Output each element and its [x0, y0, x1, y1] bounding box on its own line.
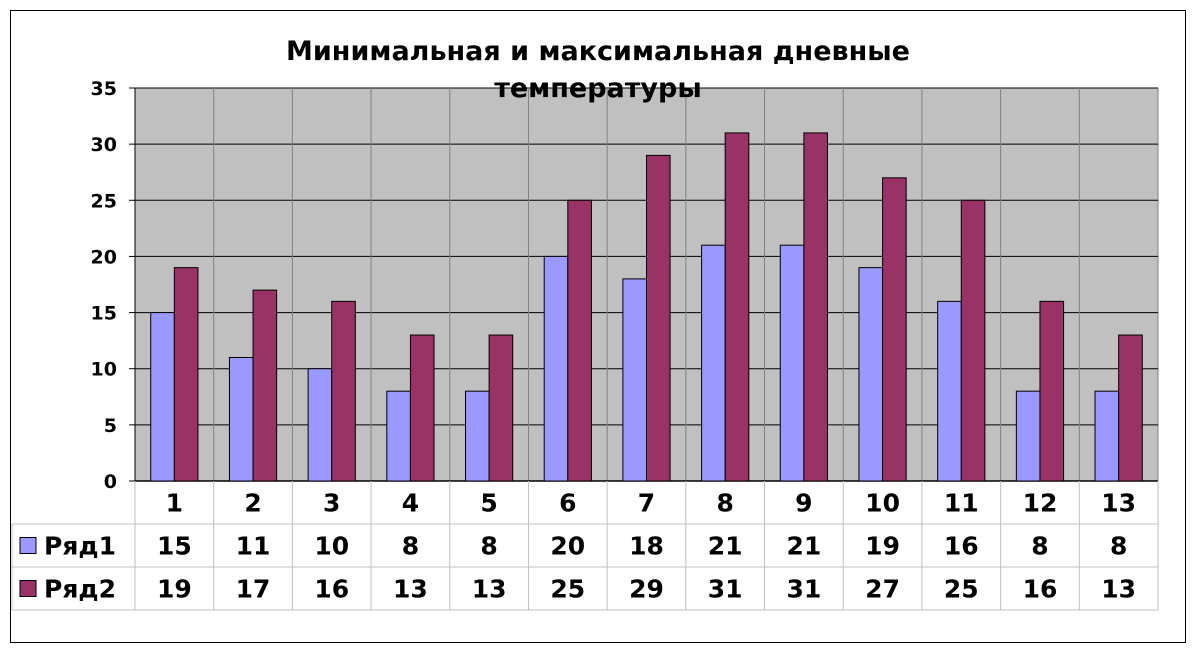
- table-value-cell: 16: [944, 532, 979, 561]
- table-value-cell: 18: [629, 532, 664, 561]
- bar-series2-cat3: [331, 300, 356, 482]
- table-value-cell: 19: [865, 532, 900, 561]
- bar-series2-cat12: [1039, 300, 1065, 482]
- table-value-cell: 17: [236, 575, 271, 604]
- series-name-label: Ряд2: [44, 575, 116, 604]
- bar-series1-cat13: [1094, 390, 1120, 482]
- table-value-cell: 25: [550, 575, 585, 604]
- bar-series1-cat1: [150, 312, 175, 482]
- bar-series2-cat11: [960, 199, 986, 482]
- bar-series2-cat9: [803, 132, 828, 482]
- table-value-cell: 16: [314, 575, 349, 604]
- y-tick-label: 0: [104, 471, 117, 493]
- table-value-cell: 25: [944, 575, 979, 604]
- table-value-cell: 10: [314, 532, 349, 561]
- table-value-cell: 8: [480, 532, 497, 561]
- table-value-cell: 31: [708, 575, 743, 604]
- table-value-cell: 8: [1110, 532, 1127, 561]
- category-label: 3: [323, 489, 340, 518]
- bar-series1-cat7: [622, 278, 648, 482]
- y-tick-label: 10: [91, 359, 117, 381]
- chart-title-line: температуры: [494, 73, 702, 104]
- table-value-cell: 27: [865, 575, 900, 604]
- y-tick-label: 35: [91, 78, 117, 100]
- legend-key-series1: [19, 537, 37, 554]
- category-label: 4: [402, 489, 419, 518]
- category-label: 8: [716, 489, 733, 518]
- chart-title-line: Минимальная и максимальная дневные: [286, 36, 910, 67]
- bar-series2-cat2: [252, 289, 278, 482]
- table-value-cell: 8: [402, 532, 419, 561]
- table-value-cell: 29: [629, 575, 664, 604]
- legend-key-series2: [19, 580, 37, 597]
- category-label: 13: [1101, 489, 1136, 518]
- y-tick-label: 30: [91, 134, 117, 156]
- table-value-cell: 13: [393, 575, 428, 604]
- bar-series2-cat4: [409, 334, 435, 482]
- category-label: 12: [1023, 489, 1058, 518]
- bar-series1-cat5: [465, 390, 490, 482]
- bar-series1-cat12: [1015, 390, 1041, 482]
- bar-series1-cat9: [779, 244, 805, 482]
- bar-series1-cat11: [937, 300, 962, 482]
- bar-series1-cat3: [307, 368, 333, 482]
- category-label: 5: [480, 489, 497, 518]
- bar-series1-cat8: [701, 244, 726, 482]
- bar-series2-cat13: [1118, 334, 1143, 482]
- table-value-cell: 13: [472, 575, 507, 604]
- y-tick-label: 25: [91, 190, 117, 212]
- y-tick-label: 15: [91, 303, 117, 325]
- table-value-cell: 16: [1023, 575, 1058, 604]
- table-value-cell: 20: [550, 532, 585, 561]
- bar-series1-cat6: [543, 255, 569, 482]
- series-name-label: Ряд1: [44, 532, 116, 561]
- bar-series1-cat4: [386, 390, 411, 482]
- bar-series2-cat8: [724, 132, 750, 482]
- bar-series2-cat5: [488, 334, 514, 482]
- table-value-cell: 19: [157, 575, 192, 604]
- category-label: 10: [865, 489, 900, 518]
- category-label: 6: [559, 489, 576, 518]
- category-label: 9: [795, 489, 812, 518]
- table-value-cell: 31: [786, 575, 821, 604]
- table-value-cell: 13: [1101, 575, 1136, 604]
- bar-series1-cat2: [228, 356, 254, 482]
- category-label: 7: [638, 489, 655, 518]
- bar-series2-cat7: [646, 154, 671, 482]
- bar-series2-cat6: [567, 199, 592, 482]
- table-value-cell: 15: [157, 532, 192, 561]
- table-value-cell: 8: [1031, 532, 1048, 561]
- category-label: 11: [944, 489, 979, 518]
- bar-series2-cat10: [882, 177, 907, 482]
- bar-series1-cat10: [858, 267, 884, 482]
- y-tick-label: 5: [104, 415, 117, 437]
- table-value-cell: 21: [708, 532, 743, 561]
- category-label: 2: [244, 489, 261, 518]
- bar-series2-cat1: [173, 267, 199, 482]
- table-value-cell: 21: [786, 532, 821, 561]
- category-label: 1: [166, 489, 183, 518]
- y-tick-label: 20: [91, 246, 117, 268]
- table-value-cell: 11: [236, 532, 271, 561]
